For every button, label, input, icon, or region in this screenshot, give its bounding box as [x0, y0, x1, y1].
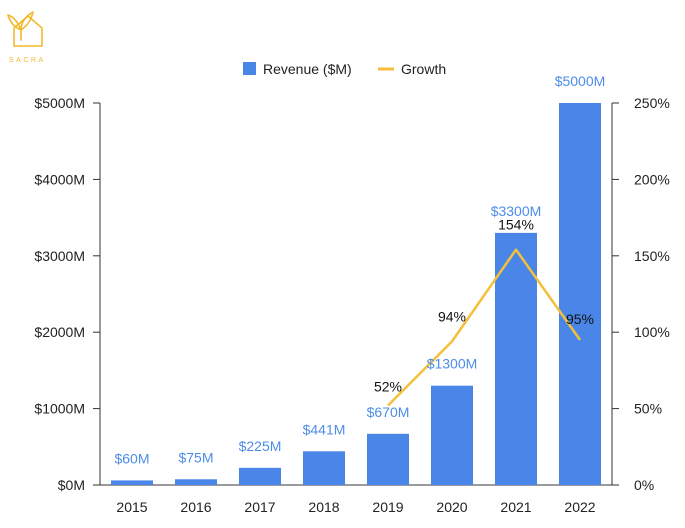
revenue-data-label: $670M	[367, 404, 410, 420]
growth-data-label: 94%	[438, 308, 466, 324]
sacra-logo-text: SACRA	[9, 57, 46, 64]
data-labels: $60M $75M $225M $441M $670M $1300M $3300M $5000…	[114, 73, 605, 466]
revenue-bar	[239, 467, 281, 485]
x-axis-tick-label: 2018	[308, 499, 339, 515]
revenue-data-label: $5000M	[555, 73, 606, 89]
x-axis-tick-label: 2019	[372, 499, 403, 515]
right-axis-tick-label: 150%	[634, 248, 670, 264]
right-axis-tick-label: 0%	[634, 477, 654, 493]
x-axis-tick-label: 2015	[116, 499, 147, 515]
left-axis-tick-label: $1000M	[34, 401, 85, 417]
revenue-bar	[111, 480, 153, 485]
growth-data-label: 52%	[374, 379, 402, 395]
right-axis-tick-label: 50%	[634, 401, 662, 417]
revenue-bar	[303, 451, 345, 485]
revenue-bar	[175, 479, 217, 485]
growth-data-label: 154%	[498, 217, 534, 233]
right-axis-tick-label: 200%	[634, 171, 670, 187]
revenue-data-label: $3300M	[491, 203, 542, 219]
revenue-bar	[431, 385, 473, 485]
left-axis-tick-label: $2000M	[34, 324, 85, 340]
revenue-data-label: $441M	[303, 421, 346, 437]
growth-line	[387, 248, 582, 407]
revenue-bar	[495, 232, 537, 485]
revenue-data-label: $225M	[239, 438, 282, 454]
growth-series-line	[387, 248, 582, 407]
x-axis-tick-label: 2022	[564, 499, 595, 515]
revenue-bar	[367, 433, 409, 485]
left-axis-tick-label: $4000M	[34, 171, 85, 187]
right-axis-tick-label: 100%	[634, 324, 670, 340]
x-axis-tick-label: 2017	[244, 499, 275, 515]
x-axis-tick-label: 2021	[500, 499, 531, 515]
left-axis-tick-label: $5000M	[34, 95, 85, 111]
left-axis-tick-label: $0M	[58, 477, 85, 493]
right-axis-tick-label: 250%	[634, 95, 670, 111]
x-axis-tick-label: 2016	[180, 499, 211, 515]
axes: $0M $1000M $2000M $3000M $4000M $5000M 0% 50% 10…	[34, 95, 669, 515]
revenue-data-label: $1300M	[427, 356, 478, 372]
revenue-data-label: $60M	[114, 450, 149, 466]
left-axis-tick-label: $3000M	[34, 248, 85, 264]
legend: Revenue ($M) Growth	[243, 61, 446, 77]
sacra-logo-icon	[7, 11, 43, 47]
legend-swatch-revenue	[243, 62, 256, 75]
revenue-bar	[559, 103, 601, 485]
revenue-data-label: $75M	[178, 449, 213, 465]
legend-label-revenue: Revenue ($M)	[263, 61, 352, 77]
growth-data-label: 95%	[566, 311, 594, 327]
sacra-logo: SACRA	[7, 11, 46, 64]
bars	[111, 103, 601, 485]
x-axis-tick-label: 2020	[436, 499, 467, 515]
legend-label-growth: Growth	[401, 61, 446, 77]
